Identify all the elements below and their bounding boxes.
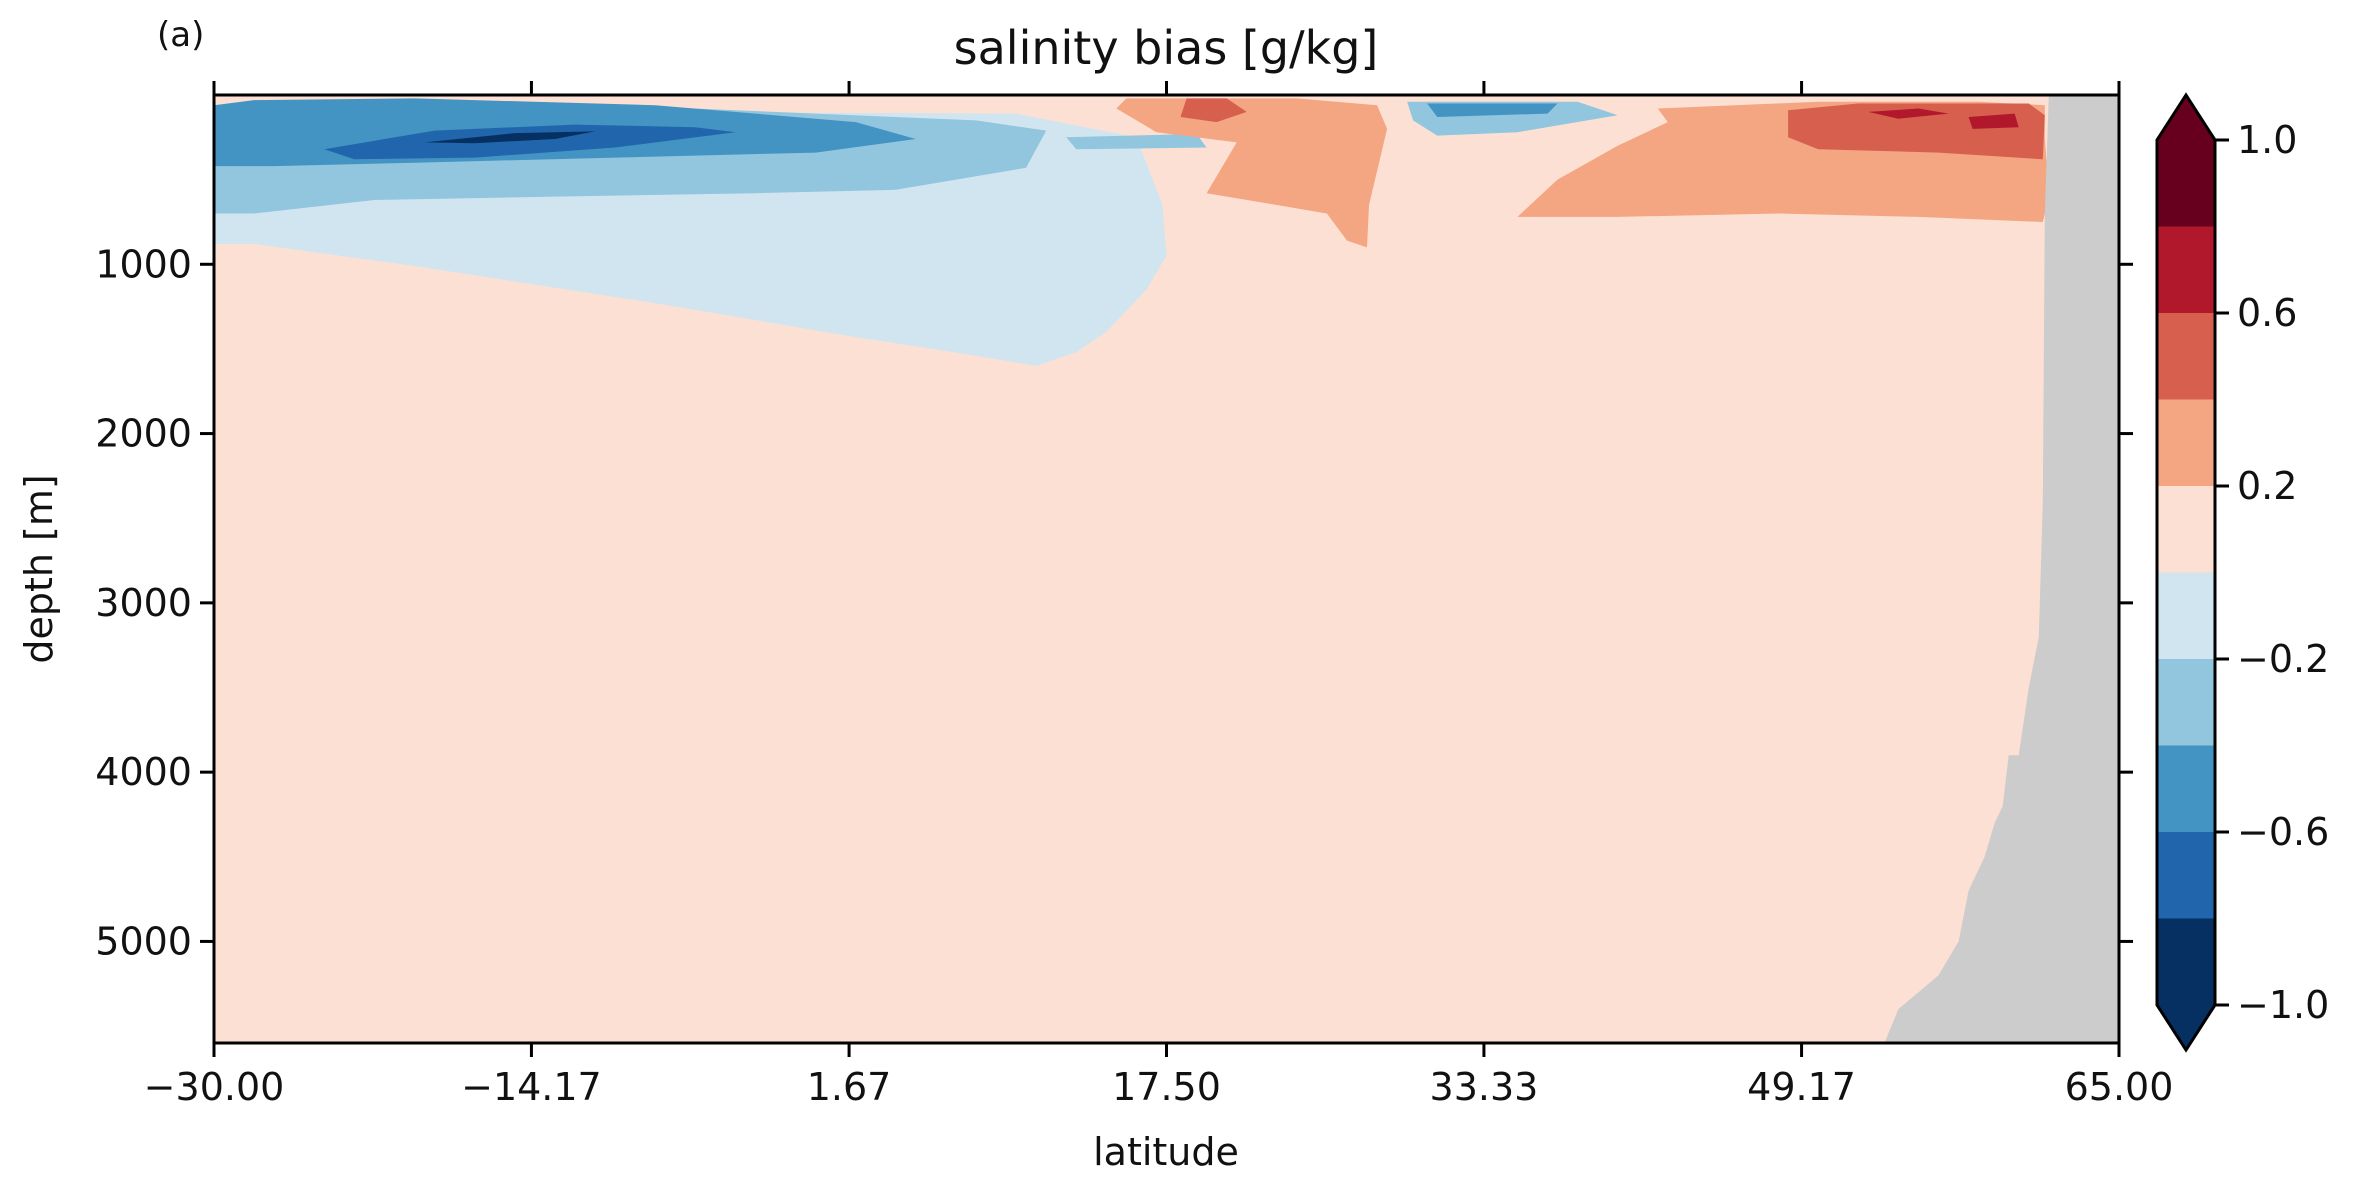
colorbar-bin [2157, 226, 2215, 313]
chart-title: salinity bias [g/kg] [954, 21, 1379, 75]
bias-region-shallow-fresh-patch [1066, 133, 1207, 150]
bias-region-subtropical-salty-bias [1116, 98, 1388, 248]
y-axis-label: depth [m] [17, 474, 61, 663]
bias-regions [214, 98, 2049, 366]
y-tick-label: 5000 [95, 919, 192, 963]
colorbar-bin [2157, 140, 2215, 227]
x-tick-label: 49.17 [1747, 1065, 1856, 1109]
y-tick-label: 4000 [95, 750, 192, 794]
colorbar-bin [2157, 486, 2215, 573]
bias-region-midlatitude-surface-fresh-core [1427, 103, 1558, 117]
panel-label: (a) [157, 15, 204, 55]
colorbar-bin [2157, 745, 2215, 832]
colorbar-tick-label: −0.2 [2237, 637, 2329, 681]
y-tick-label: 2000 [95, 412, 192, 456]
y-tick-label: 3000 [95, 581, 192, 625]
colorbar-bin [2157, 572, 2215, 659]
bias-region-subtropical-salty-core [1180, 98, 1247, 123]
colorbar-tick-label: 0.2 [2237, 464, 2297, 508]
colorbar-over-extension [2157, 95, 2215, 140]
y-axis: 1000 2000 3000 4000 5000 [95, 242, 2133, 963]
colorbar-bin [2157, 313, 2215, 400]
bias-region-strong-fresh-core [324, 124, 736, 160]
plot-area [214, 95, 2119, 1043]
x-axis-label: latitude [1093, 1130, 1239, 1174]
bias-region-fresh-extreme [424, 131, 595, 144]
x-tick-label: 33.33 [1430, 1065, 1539, 1109]
y-tick-label: 1000 [95, 242, 192, 286]
colorbar-under-extension [2157, 1005, 2215, 1050]
x-tick-label: −30.00 [144, 1065, 285, 1109]
x-tick-label: 65.00 [2065, 1065, 2174, 1109]
land-mask [1884, 95, 2119, 1043]
colorbar-bin [2157, 399, 2215, 486]
bias-region-subpolar-salty-extreme-2 [1968, 113, 2019, 129]
colorbar-bin [2157, 918, 2215, 1005]
colorbar-bin [2157, 832, 2215, 919]
colorbar-tick-label: −0.6 [2237, 810, 2329, 854]
x-tick-label: 17.50 [1112, 1065, 1221, 1109]
x-tick-label: 1.67 [807, 1065, 892, 1109]
colorbar-tick-label: 1.0 [2237, 118, 2297, 162]
x-axis: −30.00 −14.17 1.67 17.50 33.33 49.17 65.00 [144, 81, 2174, 1109]
colorbar-bin [2157, 659, 2215, 746]
colorbar-tick-label: 0.6 [2237, 291, 2297, 335]
bias-region-subpolar-salty-extreme [1868, 108, 1949, 119]
colorbar: −1.0 −0.6 −0.2 0.2 0.6 1.0 [2155, 92, 2329, 1053]
colorbar-tick-label: −1.0 [2237, 983, 2329, 1027]
x-tick-label: −14.17 [461, 1065, 602, 1109]
